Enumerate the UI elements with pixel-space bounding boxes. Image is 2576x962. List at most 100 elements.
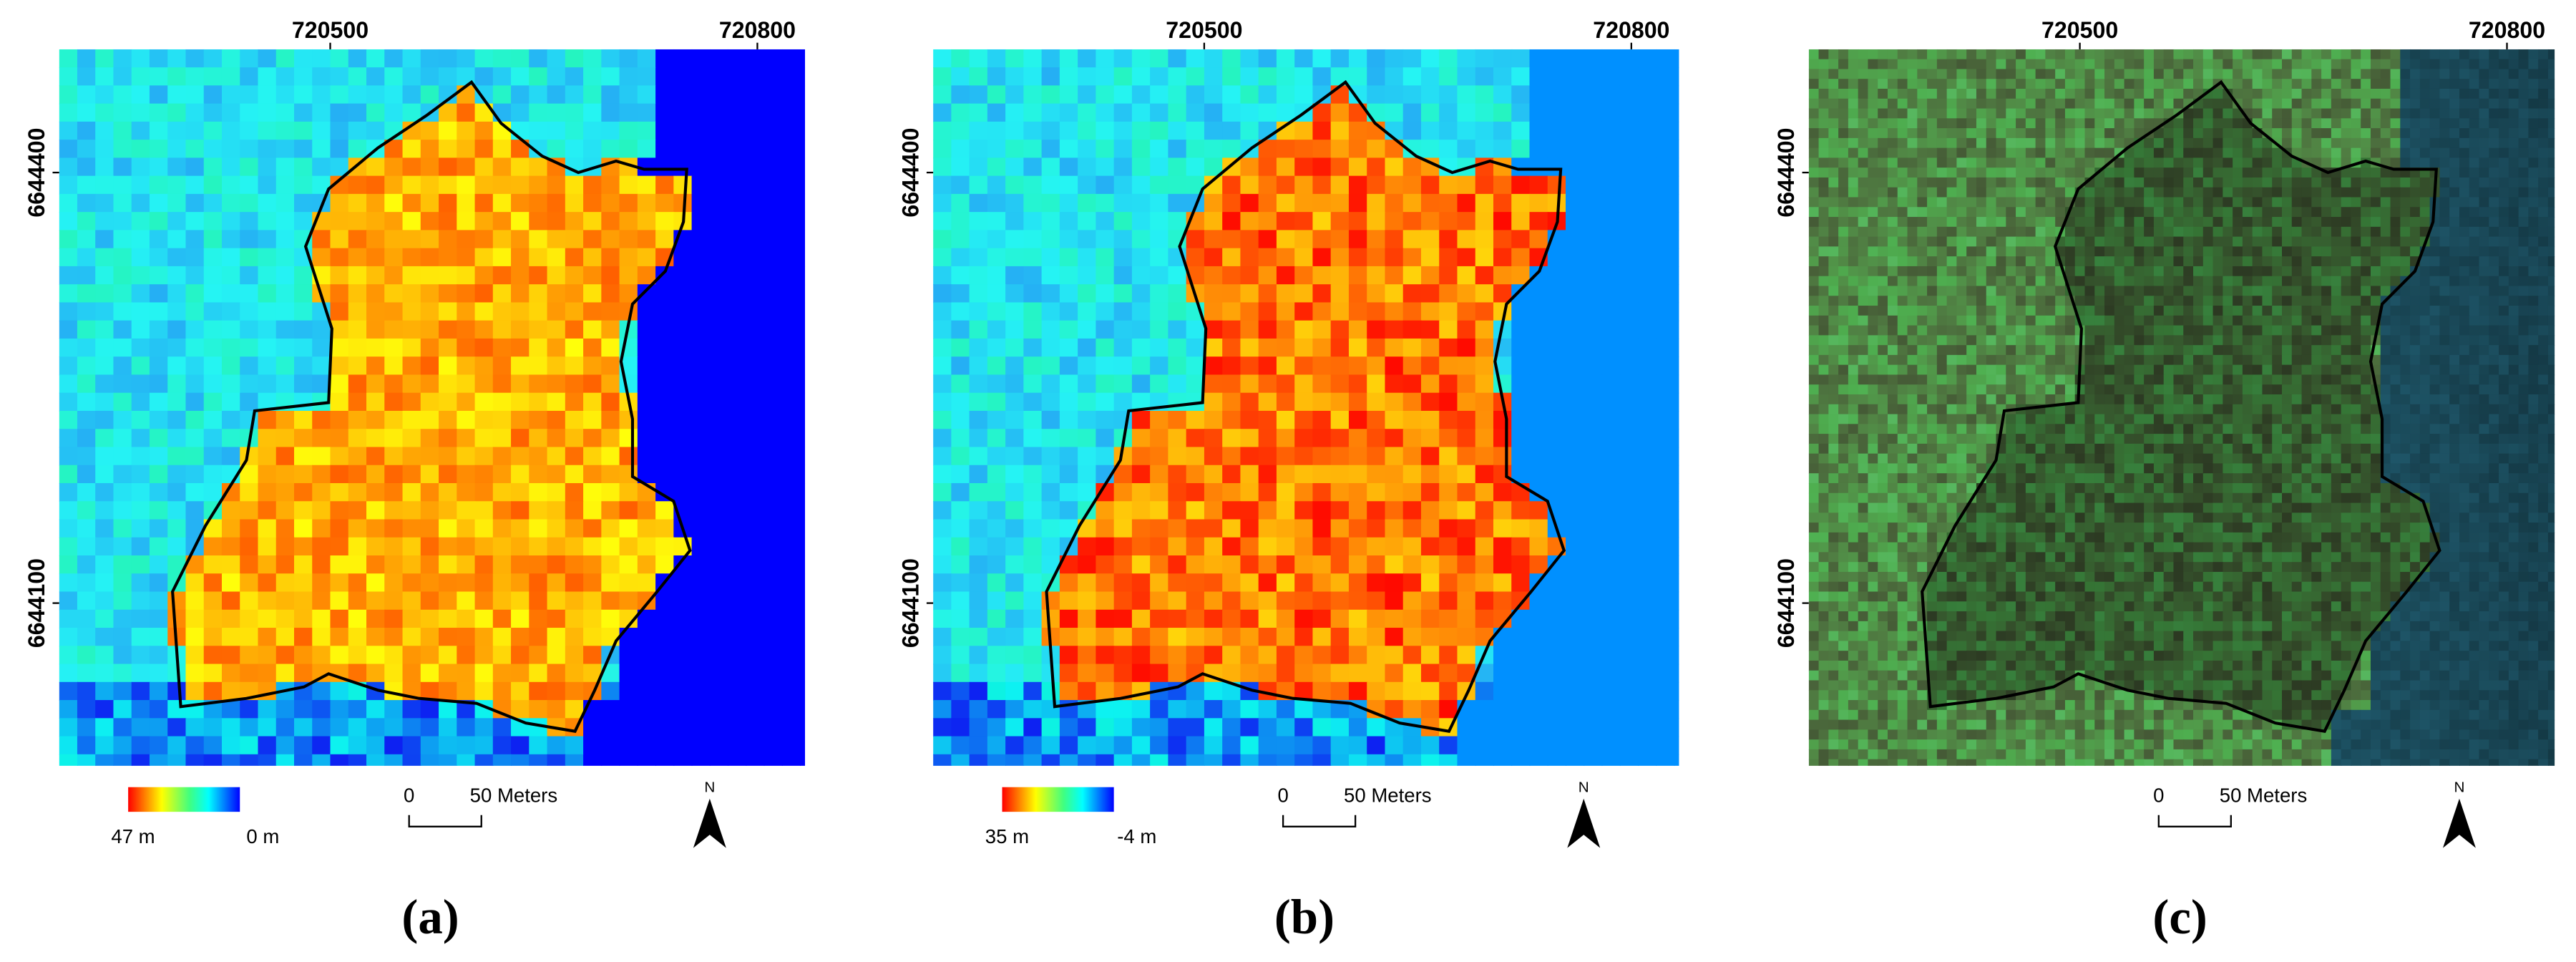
raster-cell xyxy=(1818,49,1830,60)
raster-cell xyxy=(2173,226,2185,238)
raster-cell xyxy=(2341,118,2352,129)
raster-cell xyxy=(1976,137,1987,149)
raster-cell xyxy=(1457,501,1476,520)
raster-cell xyxy=(1385,230,1404,249)
raster-cell xyxy=(185,175,205,195)
raster-cell xyxy=(1276,754,1296,766)
raster-cell xyxy=(691,482,711,502)
raster-cell xyxy=(2153,207,2165,218)
raster-cell xyxy=(2272,226,2283,238)
raster-cell xyxy=(2202,236,2214,248)
raster-cell xyxy=(565,501,584,520)
raster-cell xyxy=(2390,226,2401,238)
raster-cell xyxy=(619,718,638,737)
raster-cell xyxy=(2193,137,2204,149)
raster-cell xyxy=(258,700,277,719)
raster-cell xyxy=(348,49,367,69)
raster-cell xyxy=(1878,137,1888,149)
raster-cell xyxy=(1096,374,1115,394)
raster-cell xyxy=(1240,573,1259,593)
raster-cell xyxy=(1547,85,1566,105)
raster-cell xyxy=(1240,392,1259,412)
north-arrow xyxy=(693,798,726,848)
raster-cell xyxy=(1294,718,1314,737)
raster-cell xyxy=(59,555,78,575)
raster-cell xyxy=(1078,628,1097,647)
raster-cell xyxy=(1907,49,1918,60)
raster-cell xyxy=(2518,137,2529,149)
raster-cell xyxy=(1168,212,1187,231)
raster-cell xyxy=(2341,226,2352,238)
raster-cell xyxy=(2114,167,2125,178)
raster-cell xyxy=(2400,128,2411,139)
raster-cell xyxy=(2538,88,2549,99)
raster-cell xyxy=(275,140,295,159)
raster-cell xyxy=(330,302,349,321)
raster-cell xyxy=(565,103,584,122)
raster-cell xyxy=(2212,137,2224,149)
raster-cell xyxy=(1240,555,1259,575)
raster-cell xyxy=(474,609,494,628)
raster-cell xyxy=(1348,447,1368,466)
raster-cell xyxy=(2499,217,2509,228)
raster-cell xyxy=(402,646,421,665)
raster-cell xyxy=(1566,49,1585,69)
raster-cell xyxy=(221,140,241,159)
raster-cell xyxy=(492,193,512,213)
raster-cell xyxy=(2499,49,2509,60)
raster-cell xyxy=(781,302,801,321)
raster-cell xyxy=(583,429,602,448)
raster-cell xyxy=(2528,187,2540,198)
raster-cell xyxy=(2094,246,2105,258)
raster-cell xyxy=(619,85,638,105)
raster-cell xyxy=(1096,754,1115,766)
raster-cell xyxy=(1131,609,1151,628)
raster-cell xyxy=(2449,187,2460,198)
raster-cell xyxy=(1493,482,1513,502)
raster-cell xyxy=(2183,246,2194,258)
raster-cell xyxy=(366,338,386,358)
raster-cell xyxy=(1059,736,1079,755)
raster-cell xyxy=(348,284,367,303)
raster-cell xyxy=(2233,157,2243,169)
raster-cell xyxy=(149,140,169,159)
raster-cell xyxy=(781,681,801,701)
raster-cell xyxy=(673,248,693,267)
raster-cell xyxy=(1385,501,1404,520)
raster-cell xyxy=(1511,628,1531,647)
raster-cell xyxy=(1996,226,2007,238)
raster-cell xyxy=(294,537,313,556)
scale-label: 50 Meters xyxy=(470,784,557,806)
raster-cell xyxy=(1150,103,1169,122)
raster-cell xyxy=(1294,519,1314,538)
raster-cell xyxy=(1420,266,1440,286)
raster-cell xyxy=(2025,88,2036,99)
raster-cell xyxy=(691,374,711,394)
raster-cell xyxy=(2331,128,2342,139)
raster-cell xyxy=(763,519,783,538)
raster-cell xyxy=(1402,754,1422,766)
raster-cell xyxy=(547,573,566,593)
raster-cell xyxy=(1457,67,1476,87)
raster-cell xyxy=(565,85,584,105)
raster-cell xyxy=(1041,121,1060,141)
raster-cell xyxy=(95,447,114,466)
raster-cell xyxy=(2449,236,2460,248)
raster-cell xyxy=(1493,429,1513,448)
raster-cell xyxy=(1493,140,1513,159)
raster-cell xyxy=(113,193,132,213)
raster-cell xyxy=(1258,85,1277,105)
raster-cell xyxy=(1838,128,1849,139)
raster-cell xyxy=(1186,646,1205,665)
raster-cell xyxy=(1986,217,1997,228)
raster-cell xyxy=(275,609,295,628)
raster-cell xyxy=(1946,197,1958,208)
raster-cell xyxy=(800,320,806,339)
raster-cell xyxy=(1150,736,1169,755)
raster-cell xyxy=(1584,482,1603,502)
raster-cell xyxy=(1638,193,1657,213)
raster-cell xyxy=(1204,248,1224,267)
raster-cell xyxy=(1511,736,1531,755)
raster-cell xyxy=(1330,338,1350,358)
raster-cell xyxy=(1367,392,1386,412)
